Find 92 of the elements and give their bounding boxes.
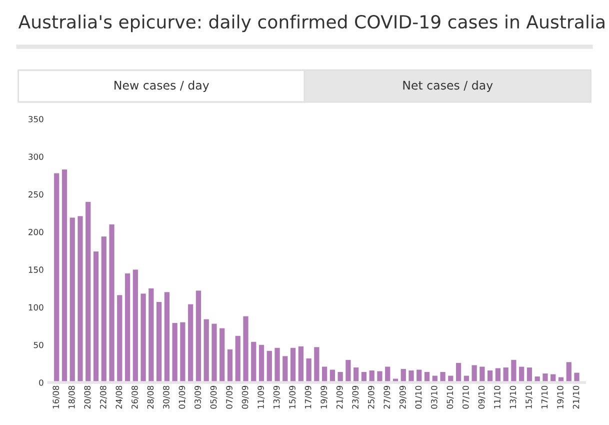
x-tick-label: 03/10	[431, 386, 438, 409]
bar	[70, 218, 75, 382]
bar	[235, 336, 240, 382]
bar	[227, 349, 233, 382]
x-tick-label: 09/10	[478, 386, 486, 409]
x-tick-label: 21/10	[572, 386, 580, 409]
bar	[377, 371, 382, 382]
bar	[290, 348, 296, 382]
x-tick-label: 11/10	[494, 386, 502, 408]
bar	[258, 344, 264, 382]
bar	[519, 366, 524, 382]
y-tick-label: 200	[28, 228, 44, 236]
x-tick-label: 16/08	[52, 386, 60, 408]
x-tick-label: 01/09	[178, 386, 186, 409]
bar	[101, 236, 106, 382]
bar	[511, 360, 516, 382]
y-tick-label: 50	[34, 342, 44, 348]
bar	[117, 295, 122, 382]
x-tick-label: 26/08	[132, 386, 138, 409]
x-tick-label: 15/10	[526, 386, 533, 408]
bar	[243, 316, 248, 382]
y-tick-label: 0	[39, 379, 44, 386]
bar	[274, 348, 280, 382]
x-tick-label: 15/09	[289, 386, 296, 408]
x-tick-label: 05/09	[210, 386, 218, 409]
x-tick-label: 30/08	[163, 386, 170, 409]
x-tick-label: 09/09	[242, 386, 249, 409]
x-tick-label: 03/09	[194, 386, 202, 409]
x-tick-label: 18/08	[68, 386, 76, 408]
x-tick-label: 07/10	[462, 386, 470, 409]
x-tick-label: 21/09	[336, 386, 344, 409]
x-tick-label: 20/08	[84, 386, 92, 409]
y-tick-label: 350	[28, 116, 44, 122]
x-tick-label: 17/10	[541, 386, 548, 408]
x-tick-label: 13/09	[273, 386, 280, 408]
bar	[251, 342, 256, 382]
y-tick-label: 250	[28, 191, 44, 198]
bar	[172, 323, 178, 382]
x-tick-label: 28/08	[147, 386, 154, 409]
text: New cases / day	[114, 80, 210, 92]
x-tick-label: 05/10	[446, 386, 454, 409]
bar	[156, 302, 162, 382]
bar	[204, 319, 209, 382]
text: Net cases / day	[403, 80, 493, 92]
bar	[148, 288, 154, 382]
bar	[306, 358, 312, 382]
x-tick-label: 29/09	[399, 386, 406, 409]
bar	[124, 273, 130, 382]
bar	[180, 322, 186, 382]
bar	[164, 292, 170, 382]
bar	[86, 202, 91, 382]
x-tick-label: 07/09	[226, 386, 234, 409]
bar	[314, 347, 320, 382]
x-tick-label: 23/09	[352, 386, 360, 409]
bar	[456, 362, 462, 382]
bar	[322, 366, 328, 382]
bar	[62, 169, 68, 382]
x-tick-label: 24/08	[116, 386, 123, 409]
x-tick-label: 11/09	[258, 386, 265, 408]
bar	[196, 290, 202, 382]
x-tick-label: 25/09	[368, 386, 375, 409]
bar	[346, 360, 351, 382]
x-tick-label: 13/10	[510, 386, 517, 408]
bar	[78, 216, 83, 382]
bar	[132, 270, 138, 382]
bar	[282, 356, 288, 382]
bar	[566, 362, 572, 382]
y-tick-label: 100	[28, 304, 44, 310]
y-tick-label: 300	[28, 154, 44, 160]
bar	[440, 372, 446, 382]
bar	[140, 294, 146, 382]
bar	[212, 324, 217, 382]
bar	[266, 350, 272, 382]
bar	[220, 328, 225, 382]
chart-title: Australia's epicurve: daily confirmed COVID-19 cases in Australia	[18, 14, 604, 32]
x-tick-label: 01/10	[415, 386, 422, 409]
bar	[472, 365, 477, 382]
x-tick-label: 17/09	[304, 386, 312, 408]
x-tick-label: 19/09	[320, 386, 328, 408]
bar	[54, 173, 60, 382]
bar	[298, 346, 304, 382]
bar	[188, 304, 194, 382]
x-tick-label: 27/09	[384, 386, 391, 409]
x-tick-label: 22/08	[100, 386, 107, 409]
bar	[574, 372, 580, 382]
x-tick-label: 19/10	[557, 386, 564, 408]
bar	[93, 252, 99, 382]
y-tick-label: 150	[28, 266, 44, 273]
bar	[109, 224, 114, 382]
bar	[385, 366, 390, 382]
bar	[480, 366, 485, 382]
bar	[408, 370, 414, 382]
